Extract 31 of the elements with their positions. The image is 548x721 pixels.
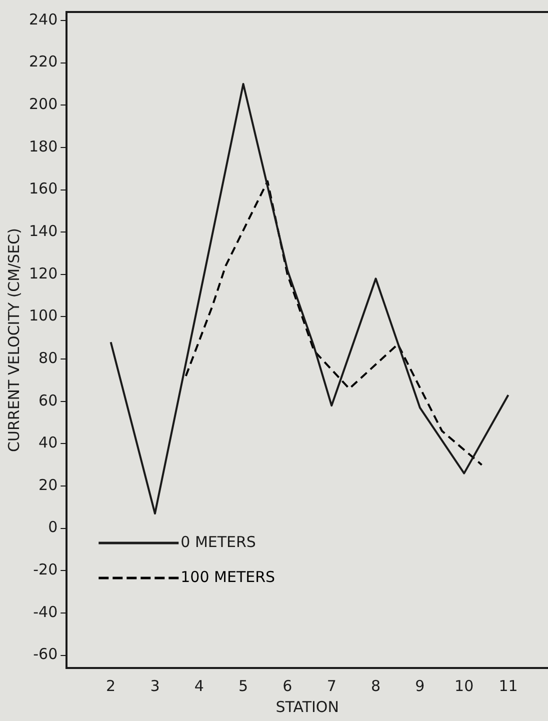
x-tick-label: 6 [282, 676, 292, 695]
y-tick-label: 160 [28, 180, 58, 198]
y-axis-title: CURRENT VELOCITY (CM/SEC) [4, 228, 23, 452]
y-tick-label: 40 [38, 434, 58, 452]
y-tick-label: 140 [28, 222, 58, 240]
x-tick-label: 11 [498, 676, 518, 695]
y-tick-label: 80 [38, 348, 58, 367]
y-tick-label: -60 [33, 645, 58, 664]
x-tick-label: 3 [150, 676, 160, 695]
y-tick-label: 120 [28, 264, 58, 282]
x-tick-label: 10 [454, 676, 474, 695]
x-axis-title: STATION [276, 698, 339, 716]
y-tick-label: 220 [28, 52, 58, 71]
x-tick-label: 2 [106, 676, 116, 695]
y-tick-label: 200 [28, 95, 58, 113]
y-tick-label: -40 [33, 602, 58, 621]
x-tick-label: 4 [194, 676, 204, 695]
x-tick-label: 5 [238, 676, 248, 695]
y-tick-label: 20 [38, 476, 58, 494]
text: 0 METERS [180, 532, 256, 551]
y-tick-label: 0 [48, 518, 58, 536]
y-tick-label: 100 [28, 306, 58, 325]
x-tick-label: 9 [415, 676, 425, 695]
text: 100 METERS [180, 568, 276, 586]
y-tick-label: 240 [28, 10, 58, 28]
y-tick-label: 180 [28, 137, 58, 156]
y-tick-label: 60 [38, 391, 58, 410]
x-tick-label: 7 [326, 676, 336, 695]
y-tick-label: -20 [33, 560, 58, 579]
x-tick-label: 8 [370, 676, 381, 695]
line-series [184, 180, 483, 466]
